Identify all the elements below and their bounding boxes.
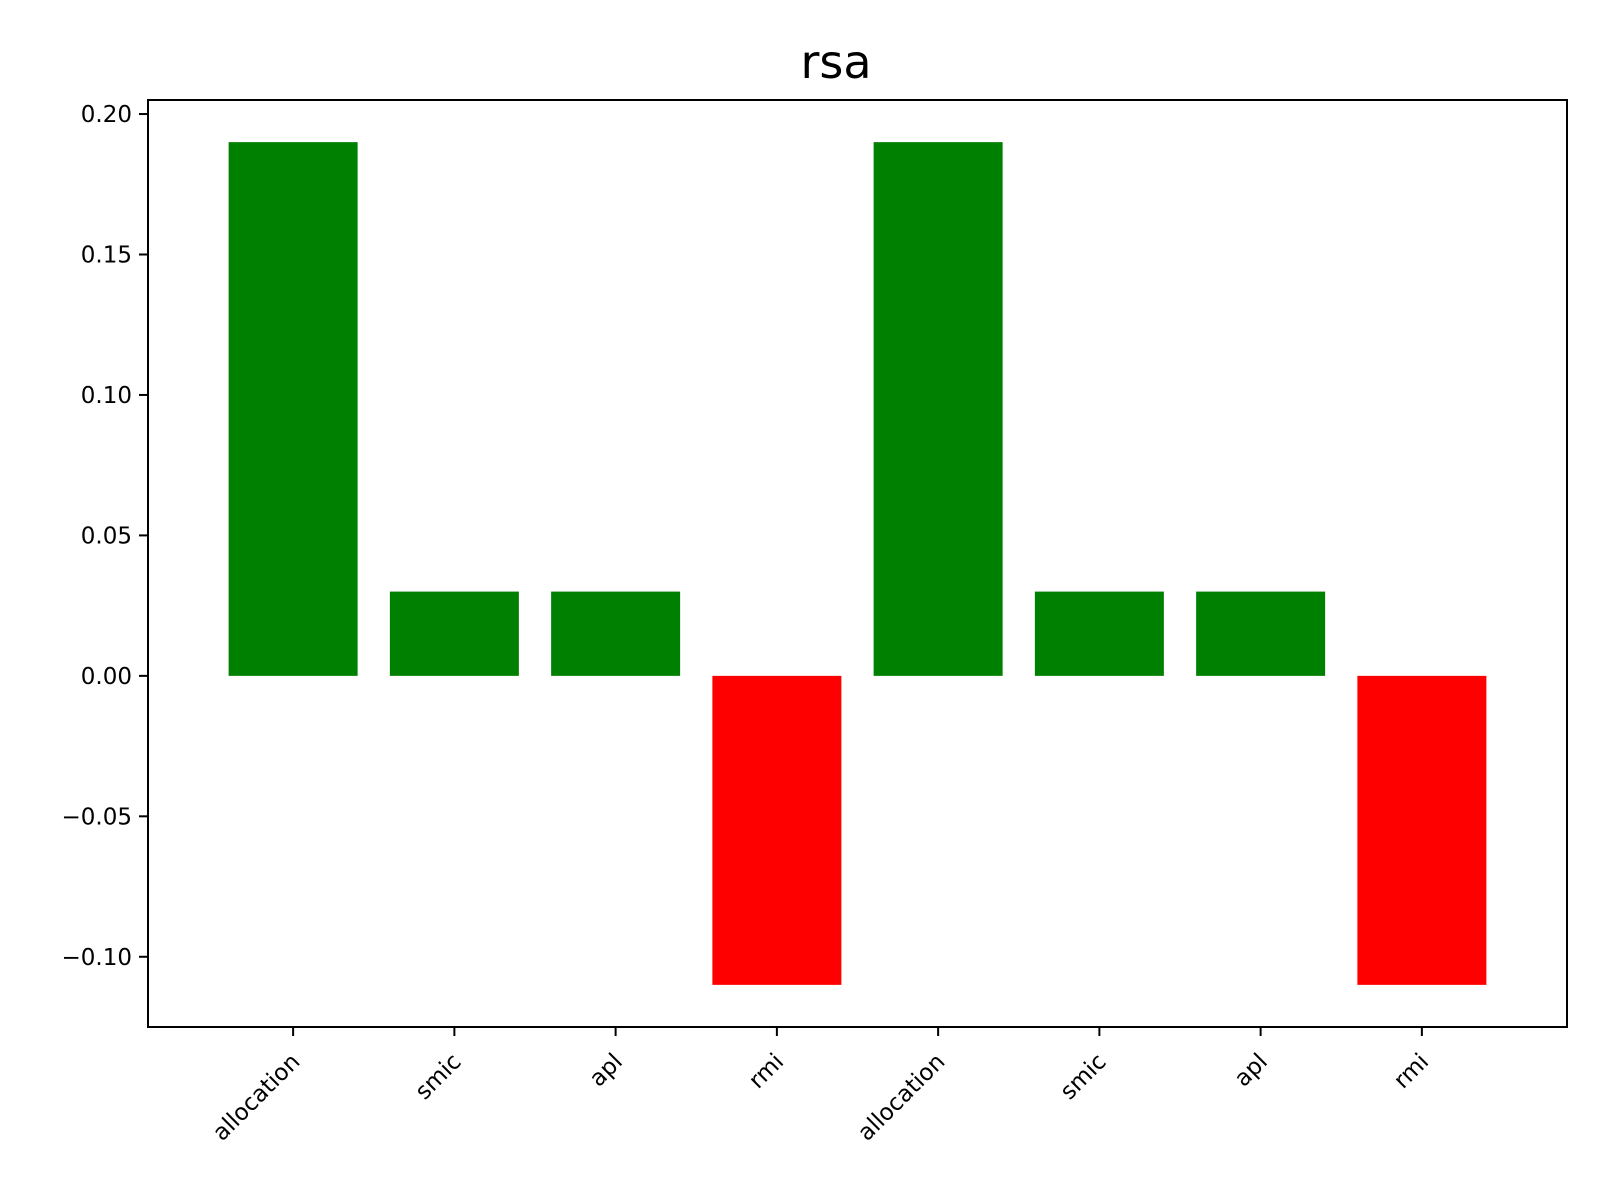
- y-tick-label: 0.05: [81, 523, 132, 549]
- y-tick-label: 0.00: [81, 664, 132, 690]
- y-tick-label: 0.20: [81, 102, 132, 128]
- bar-apl-2: [551, 591, 681, 676]
- y-tick-label: −0.10: [62, 945, 132, 971]
- bar-smic-5: [1034, 591, 1164, 676]
- bar-allocation-0: [228, 142, 358, 676]
- bar-smic-1: [389, 591, 519, 676]
- bar-apl-6: [1196, 591, 1326, 676]
- bar-allocation-4: [873, 142, 1003, 676]
- y-tick-label: −0.05: [62, 804, 132, 830]
- axes-frame: [147, 99, 1568, 1028]
- y-tick-label: 0.10: [81, 383, 132, 409]
- y-tick-label: 0.15: [81, 243, 132, 269]
- bar-rmi-3: [712, 675, 842, 985]
- chart-title: rsa: [800, 35, 871, 89]
- bar-rmi-7: [1357, 675, 1487, 985]
